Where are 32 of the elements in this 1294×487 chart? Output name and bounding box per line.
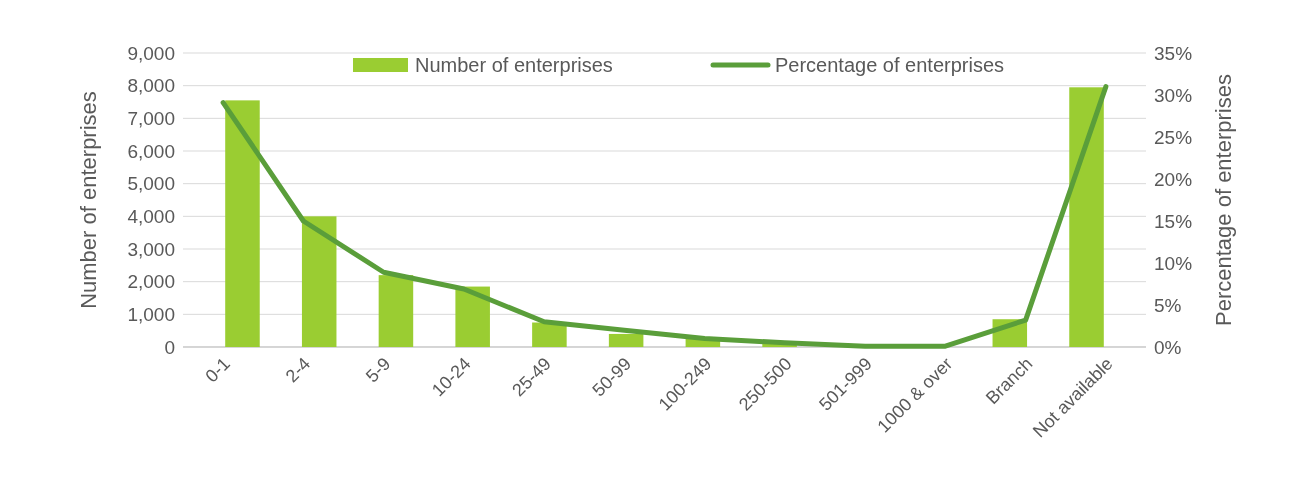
y-tick-label: 8,000 <box>127 75 175 97</box>
y-tick-label: 6,000 <box>127 140 175 162</box>
x-tick-label: 2-4 <box>281 353 315 387</box>
y-tick-label: 3,000 <box>127 238 175 260</box>
y2-tick-label: 15% <box>1154 210 1193 232</box>
y2-tick-label: 0% <box>1154 336 1182 358</box>
bar <box>532 322 567 347</box>
bar <box>378 275 414 347</box>
y2-axis-title: Percentage of enterprises <box>1211 74 1236 326</box>
bar <box>301 216 337 347</box>
y2-tick-label: 25% <box>1154 126 1193 148</box>
bar <box>455 286 490 347</box>
legend-label: Percentage of enterprises <box>775 54 1005 76</box>
y2-tick-label: 5% <box>1154 294 1182 316</box>
y-tick-label: 5,000 <box>127 173 175 195</box>
y2-tick-label: 30% <box>1154 84 1193 106</box>
y-tick-label: 9,000 <box>127 42 175 64</box>
y-tick-label: 2,000 <box>127 271 175 293</box>
y2-tick-label: 10% <box>1154 252 1193 274</box>
y-tick-label: 7,000 <box>127 107 175 129</box>
legend-label: Number of enterprises <box>415 54 613 76</box>
y-tick-label: 0 <box>164 336 175 358</box>
y-axis-title: Number of enterprises <box>76 91 101 309</box>
y2-tick-label: 35% <box>1154 42 1193 64</box>
x-tick-label: 0-1 <box>201 353 234 387</box>
bar <box>608 333 644 347</box>
bar <box>225 100 260 347</box>
bar <box>1069 87 1104 347</box>
y-tick-label: 4,000 <box>127 205 175 227</box>
x-tick-label: 5-9 <box>361 353 395 387</box>
y-tick-label: 1,000 <box>127 303 175 325</box>
y2-tick-label: 20% <box>1154 168 1193 190</box>
